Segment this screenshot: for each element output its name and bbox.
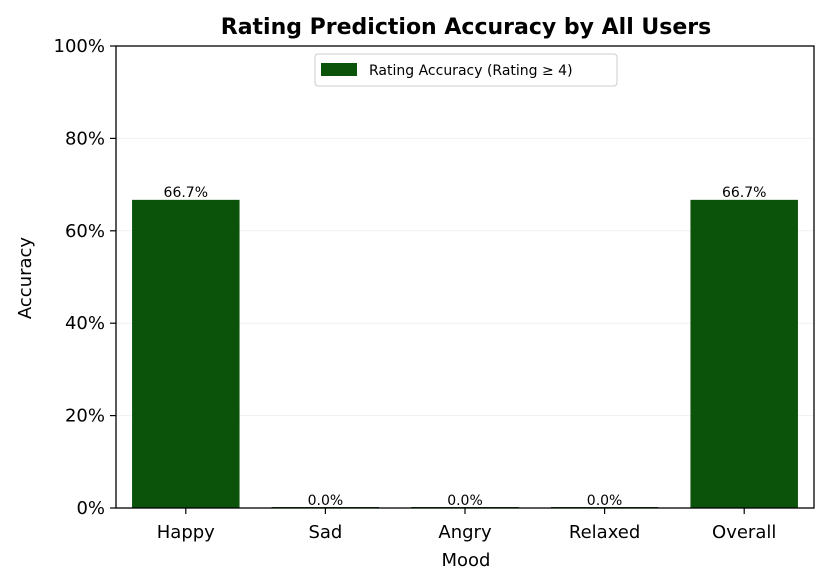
legend-label: Rating Accuracy (Rating ≥ 4) (369, 63, 573, 79)
legend-box (314, 53, 618, 87)
y-tick-label: 0% (76, 498, 105, 519)
legend-swatch (321, 63, 357, 76)
x-tick-label: Happy (157, 522, 215, 543)
x-axis-ticks: Happy Sad Angry Relaxed Overall (157, 508, 776, 543)
y-tick-label: 100% (54, 36, 105, 57)
bars (132, 199, 798, 508)
y-tick-label: 20% (65, 406, 105, 427)
x-tick-label: Angry (438, 522, 492, 543)
chart-title: Rating Prediction Accuracy by All Users (221, 15, 711, 40)
legend: Rating Accuracy (Rating ≥ 4) (314, 53, 618, 87)
bar-happy (132, 199, 240, 508)
x-tick-label: Relaxed (569, 522, 640, 543)
data-label: 0.0% (587, 493, 623, 509)
x-axis-label: Mood (442, 550, 491, 571)
data-label: 66.7% (722, 185, 766, 201)
x-tick-label: Sad (308, 522, 342, 543)
y-tick-label: 80% (65, 128, 105, 149)
y-axis-label: Accuracy (15, 237, 36, 320)
data-label: 0.0% (308, 493, 344, 509)
bar-overall (690, 199, 798, 508)
y-tick-label: 40% (65, 313, 105, 334)
y-axis-ticks: 0% 20% 40% 60% 80% 100% (54, 36, 116, 519)
data-label: 0.0% (447, 493, 483, 509)
data-label: 66.7% (164, 185, 208, 201)
y-tick-label: 60% (65, 221, 105, 242)
x-tick-label: Overall (712, 522, 776, 543)
data-labels: 66.7% 0.0% 0.0% 0.0% 66.7% (164, 185, 767, 509)
